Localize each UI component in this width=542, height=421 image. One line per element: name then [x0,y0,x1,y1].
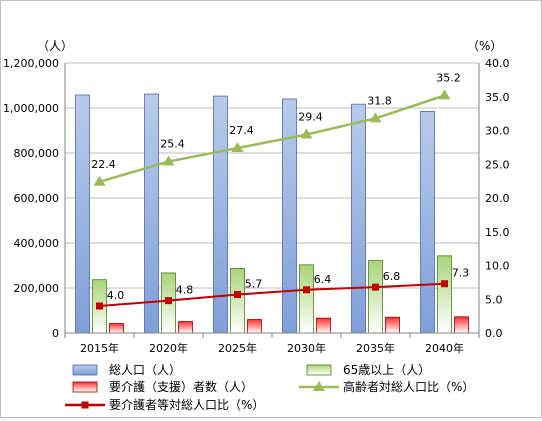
bar-care-5 [454,316,469,334]
data-label-elderly-ratio-2: 27.4 [229,124,254,137]
legend: 総人口（人） 65歳以上（人） 要介護（支援）者数（人） 高齢者対総人口比（%） 要介護… [65,363,474,412]
bar-age65-3 [299,264,314,334]
data-label-elderly-ratio-5: 35.2 [436,71,461,84]
left-tick-label-5: 1,000,000 [3,102,59,115]
left-tick-label-4: 800,000 [14,147,60,160]
data-label-care-ratio-0: 4.0 [107,289,125,302]
gridlines [65,62,479,334]
bar-care-3 [316,317,331,334]
right-tick-label-6: 30.0 [485,125,510,138]
right-tick-label-0: 0.0 [485,327,503,340]
x-tick-label-0: 2015年 [80,341,119,355]
right-tick-label-2: 10.0 [485,260,510,273]
data-label-care-ratio-1: 4.8 [176,284,194,297]
legend-swatch-total-pop [72,364,98,376]
data-label-care-ratio-3: 6.4 [314,273,332,286]
left-tick-label-6: 1,200,000 [3,57,59,70]
bar-total-pop-5 [420,110,435,334]
bar-total-pop-2 [213,95,228,334]
bar-care-4 [385,316,400,334]
point-care-ratio-4 [372,283,379,291]
line-elderly-ratio [99,94,445,183]
bar-care-1 [178,321,193,334]
left-tick-label-3: 600,000 [14,192,60,205]
bar-age65-5 [437,255,452,334]
point-care-ratio-2 [234,291,241,299]
bar-total-pop-0 [75,94,90,334]
left-tick-label-1: 200,000 [14,282,60,295]
bar-age65-4 [368,260,383,334]
data-label-elderly-ratio-1: 25.4 [160,138,185,151]
legend-label-0: 総人口（人） [109,363,181,377]
bar-age65-2 [230,268,245,334]
left-axis-unit: （人） [37,39,73,53]
x-tick-label-5: 2040年 [425,341,464,355]
bar-total-pop-3 [282,98,297,334]
left-tick-label-2: 400,000 [14,237,60,250]
legend-label-2: 要介護（支援）者数（人） [109,379,253,394]
point-elderly-ratio-2 [231,142,244,153]
bar-care-0 [109,323,124,334]
lines-group: 22.4 25.4 27.4 29.4 31.8 35.2 4.0 4.8 5.7 6.4 6.8 7… [91,71,470,310]
data-label-elderly-ratio-4: 31.8 [367,94,392,107]
legend-marker-care-ratio [81,401,89,409]
line-care-ratio [99,282,445,307]
right-tick-label-7: 35.0 [485,91,510,104]
bar-total-pop-1 [144,93,159,334]
legend-swatch-age65 [306,364,332,376]
right-tick-label-5: 25.0 [485,158,510,171]
right-tick-label-4: 20.0 [485,192,510,205]
point-elderly-ratio-4 [369,112,382,123]
right-tick-label-3: 15.0 [485,226,510,239]
right-tick-label-1: 5.0 [485,293,503,306]
point-elderly-ratio-3 [300,128,313,139]
legend-swatch-care [72,381,98,393]
bars-group [75,93,469,334]
bar-care-2 [247,319,262,334]
data-label-care-ratio-2: 5.7 [245,278,263,291]
point-elderly-ratio-1 [162,155,175,166]
legend-label-4: 要介護者等対総人口比（%） [109,397,264,412]
right-axis-unit: （%） [467,39,502,53]
bar-total-pop-4 [351,103,366,334]
x-tick-label-4: 2035年 [356,341,395,355]
point-elderly-ratio-0 [93,175,106,186]
point-care-ratio-0 [96,302,103,310]
point-care-ratio-3 [303,286,310,294]
legend-marker-elderly-ratio [313,381,325,391]
point-care-ratio-5 [441,280,448,288]
point-elderly-ratio-5 [438,89,451,100]
legend-label-1: 65歳以上（人） [343,363,430,377]
x-tick-label-2: 2025年 [218,341,257,355]
right-tick-label-8: 40.0 [485,57,510,70]
data-label-care-ratio-4: 6.8 [383,270,401,283]
axes-group: 0 200,000 400,000 600,000 800,000 1,000,000 1,… [3,57,509,355]
legend-label-3: 高齢者対総人口比（%） [343,379,474,394]
point-care-ratio-1 [165,297,172,305]
data-label-elderly-ratio-3: 29.4 [298,111,323,124]
left-tick-label-0: 0 [52,327,59,340]
x-tick-label-1: 2020年 [149,341,188,355]
x-tick-label-3: 2030年 [287,341,326,355]
data-label-care-ratio-5: 7.3 [452,267,470,280]
data-label-elderly-ratio-0: 22.4 [91,158,116,171]
